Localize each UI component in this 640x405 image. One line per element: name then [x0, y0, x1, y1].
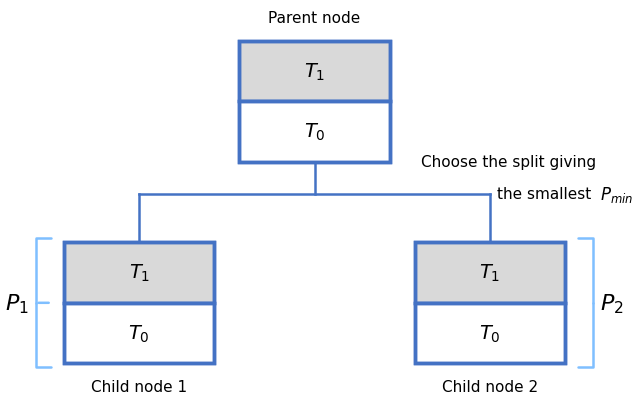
Text: the smallest: the smallest — [497, 187, 596, 202]
Text: $\mathbf{\mathit{P_2}}$: $\mathbf{\mathit{P_2}}$ — [600, 291, 624, 315]
FancyBboxPatch shape — [415, 303, 565, 363]
FancyBboxPatch shape — [239, 42, 390, 102]
Text: Child node 1: Child node 1 — [91, 379, 188, 394]
Text: Choose the split giving: Choose the split giving — [421, 155, 596, 170]
Text: $\mathbf{\mathit{P_1}}$: $\mathbf{\mathit{P_1}}$ — [5, 291, 29, 315]
Text: $T_0$: $T_0$ — [304, 122, 325, 143]
Text: $T_1$: $T_1$ — [304, 61, 325, 82]
Text: $\mathbf{\mathit{P_{min}}}$: $\mathbf{\mathit{P_{min}}}$ — [600, 185, 633, 205]
FancyBboxPatch shape — [64, 303, 214, 363]
Text: $T_0$: $T_0$ — [129, 323, 150, 344]
FancyBboxPatch shape — [239, 102, 390, 162]
FancyBboxPatch shape — [415, 243, 565, 303]
Text: Parent node: Parent node — [268, 11, 361, 26]
FancyBboxPatch shape — [64, 243, 214, 303]
Text: $T_1$: $T_1$ — [129, 262, 150, 284]
Text: Child node 2: Child node 2 — [442, 379, 538, 394]
Text: $T_0$: $T_0$ — [479, 323, 500, 344]
Text: $T_1$: $T_1$ — [479, 262, 500, 284]
